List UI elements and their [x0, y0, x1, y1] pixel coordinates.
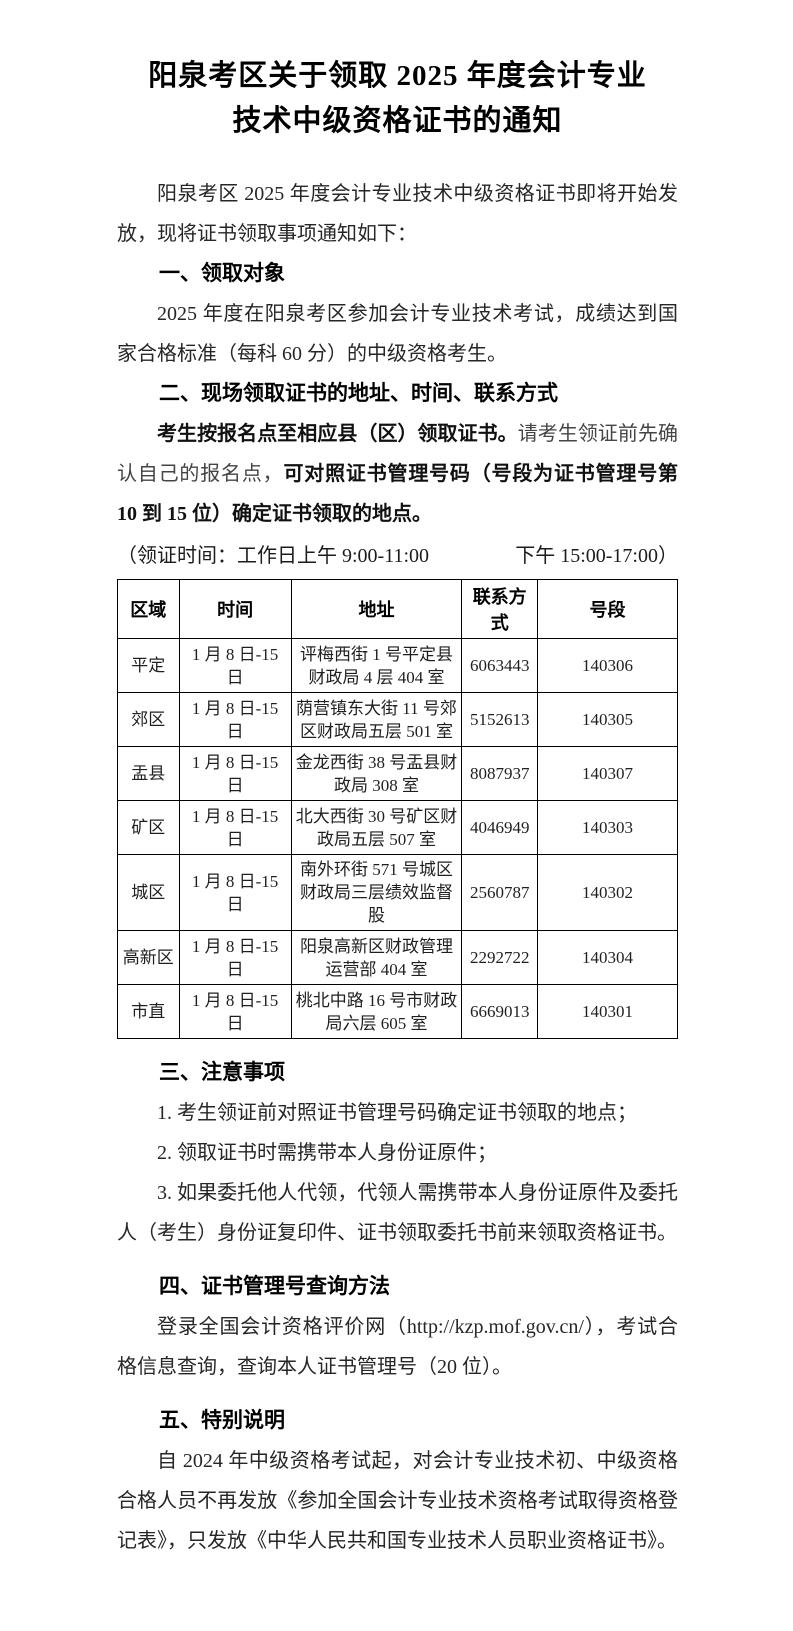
- intro-paragraph: 阳泉考区 2025 年度会计专业技术中级资格证书即将开始发放，现将证书领取事项通…: [117, 183, 678, 245]
- address-cell: 阳泉高新区财政管理运营部 404 室: [290, 930, 463, 985]
- section-2-paragraph: 考生按报名点至相应县（区）领取证书。请考生领证前先确认自己的报名点，可对照证书管…: [117, 414, 678, 534]
- table-row: 矿区 1 月 8 日-15 日北大西街 30 号矿区财政局五层 507 室 4046…: [117, 800, 679, 855]
- contact-cell: 2292722: [461, 930, 538, 985]
- table-row: 郊区 1 月 8 日-15 日荫营镇东大街 11 号郊区财政局五层 501 室 51…: [117, 692, 679, 747]
- contact-cell: 6669013: [461, 984, 538, 1039]
- notice-document: 阳泉考区关于领取 2025 年度会计专业 技术中级资格证书的通知 阳泉考区 202…: [117, 54, 679, 1552]
- time-cell: 1 月 8 日-15 日: [178, 638, 292, 693]
- page-title-line1: 阳泉考区关于领取 2025 年度会计专业: [148, 60, 647, 92]
- table-row: 平定 1 月 8 日-15 日评梅西街 1 号平定县财政局 4 层 404 室 60…: [117, 638, 679, 693]
- notice-item-2: 2. 领取证书时需携带本人身份证原件；: [157, 1142, 497, 1164]
- section-3-heading: 三、注意事项: [159, 1061, 285, 1084]
- header-address: 地址: [290, 579, 463, 639]
- contact-cell: 5152613: [461, 692, 538, 747]
- pickup-locations-table: 区域 时间 地址 联系方式 号段 平定 1 月 8 日-15 日评梅西街 1 号平…: [117, 579, 679, 1039]
- segment-cell: 140307: [536, 746, 679, 801]
- segment-cell: 140301: [536, 984, 679, 1039]
- contact-cell: 6063443: [461, 638, 538, 693]
- table-row: 城区 1 月 8 日-15 日南外环街 571 号城区财政局三层绩效监督股 2560…: [117, 854, 679, 931]
- segment-cell: 140303: [536, 800, 679, 855]
- address-cell: 评梅西街 1 号平定县财政局 4 层 404 室: [290, 638, 463, 693]
- section-2-regular-text: 请考生领证前先确认自己的报名点，: [117, 423, 679, 485]
- pickup-table-body: 平定 1 月 8 日-15 日评梅西街 1 号平定县财政局 4 层 404 室 60…: [117, 638, 679, 1039]
- region-cell: 城区: [117, 854, 180, 931]
- contact-cell: 8087937: [461, 746, 538, 801]
- segment-cell: 140306: [536, 638, 679, 693]
- pickup-time-morning: （领证时间：工作日上午 9:00-11:00: [117, 545, 430, 567]
- region-cell: 矿区: [117, 800, 180, 855]
- segment-cell: 140305: [536, 692, 679, 747]
- address-cell: 桃北中路 16 号市财政局六层 605 室: [290, 984, 463, 1039]
- header-segment: 号段: [536, 579, 679, 639]
- time-cell: 1 月 8 日-15 日: [178, 930, 292, 985]
- pickup-table-header: 区域 时间 地址 联系方式 号段: [117, 579, 679, 639]
- header-contact: 联系方式: [461, 579, 538, 639]
- address-cell: 金龙西街 38 号盂县财政局 308 室: [290, 746, 463, 801]
- region-cell: 市直: [117, 984, 180, 1039]
- section-1-heading: 一、领取对象: [159, 262, 285, 285]
- contact-cell: 4046949: [461, 800, 538, 855]
- section-4-heading: 四、证书管理号查询方法: [159, 1275, 390, 1298]
- pickup-time-afternoon: 下午 15:00-17:00）: [515, 545, 678, 567]
- time-cell: 1 月 8 日-15 日: [178, 692, 292, 747]
- contact-cell: 2560787: [461, 854, 538, 931]
- section-5-heading: 五、特别说明: [159, 1409, 285, 1432]
- section-1-paragraph: 2025 年度在阳泉考区参加会计专业技术考试，成绩达到国家合格标准（每科 60 …: [117, 303, 678, 365]
- page-title: 阳泉考区关于领取 2025 年度会计专业 技术中级资格证书的通知: [117, 54, 678, 144]
- segment-cell: 140304: [536, 930, 679, 985]
- section-4-paragraph: 登录全国会计资格评价网（http://kzp.mof.gov.cn/），考试合格…: [117, 1316, 678, 1378]
- notice-item-3: 3. 如果委托他人代领，代领人需携带本人身份证原件及委托人（考生）身份证复印件、…: [117, 1182, 678, 1244]
- time-cell: 1 月 8 日-15 日: [178, 800, 292, 855]
- section-2-bold-text-1: 考生按报名点至相应县（区）领取证书。: [157, 423, 518, 445]
- address-cell: 南外环街 571 号城区财政局三层绩效监督股: [290, 854, 463, 931]
- address-cell: 北大西街 30 号矿区财政局五层 507 室: [290, 800, 463, 855]
- segment-cell: 140302: [536, 854, 679, 931]
- region-cell: 盂县: [117, 746, 180, 801]
- region-cell: 郊区: [117, 692, 180, 747]
- header-time: 时间: [178, 579, 292, 639]
- table-row: 市直 1 月 8 日-15 日桃北中路 16 号市财政局六层 605 室 66690…: [117, 984, 679, 1039]
- header-region: 区域: [117, 579, 180, 639]
- pickup-time-note: （领证时间：工作日上午 9:00-11:00 下午 15:00-17:00）: [117, 538, 678, 574]
- table-row: 高新区 1 月 8 日-15 日阳泉高新区财政管理运营部 404 室 2292722…: [117, 930, 679, 985]
- notice-item-1: 1. 考生领证前对照证书管理号码确定证书领取的地点；: [157, 1102, 637, 1124]
- section-2-heading: 二、现场领取证书的地址、时间、联系方式: [159, 382, 558, 405]
- region-cell: 平定: [117, 638, 180, 693]
- time-cell: 1 月 8 日-15 日: [178, 984, 292, 1039]
- address-cell: 荫营镇东大街 11 号郊区财政局五层 501 室: [290, 692, 463, 747]
- table-header-row: 区域 时间 地址 联系方式 号段: [117, 579, 679, 639]
- section-5-paragraph: 自 2024 年中级资格考试起，对会计专业技术初、中级资格合格人员不再发放《参加…: [117, 1450, 678, 1552]
- table-row: 盂县 1 月 8 日-15 日金龙西街 38 号盂县财政局 308 室 808793…: [117, 746, 679, 801]
- time-cell: 1 月 8 日-15 日: [178, 854, 292, 931]
- region-cell: 高新区: [117, 930, 180, 985]
- section-2-bold-text-2: 可对照证书管理号码（号段为证书管理号第 10 到 15 位）确定证书领取的地点。: [117, 463, 679, 525]
- page-title-line2: 技术中级资格证书的通知: [232, 105, 563, 137]
- time-cell: 1 月 8 日-15 日: [178, 746, 292, 801]
